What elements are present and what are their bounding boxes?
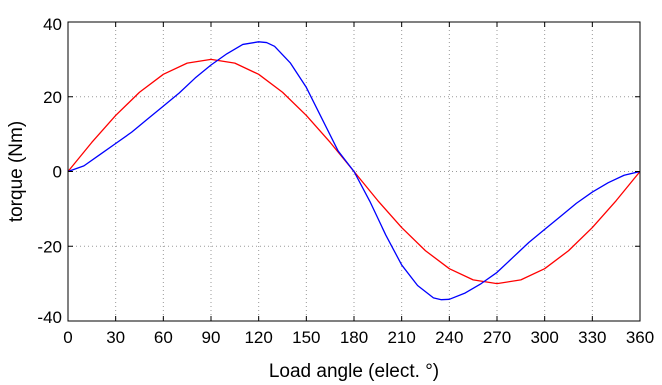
x-tick-label: 360: [626, 328, 654, 347]
series-line-2: [67, 41, 641, 301]
y-axis-label: torque (Nm): [6, 121, 27, 222]
y-tick-label: -20: [37, 237, 62, 256]
x-axis-ticks: 0 30 60 90 120 150 180 210 240 270 300 330 360: [63, 22, 654, 347]
y-tick-label: 40: [43, 15, 62, 34]
x-tick-label: 30: [106, 328, 125, 347]
x-tick-label: 60: [154, 328, 173, 347]
x-tick-label: 210: [387, 328, 415, 347]
x-tick-label: 270: [483, 328, 511, 347]
x-tick-label: 300: [530, 328, 558, 347]
y-tick-label: -40: [37, 308, 62, 327]
x-tick-label: 0: [63, 328, 72, 347]
x-tick-label: 330: [578, 328, 606, 347]
x-axis-label: Load angle (elect. °): [269, 361, 439, 382]
y-axis-ticks: -40 -20 0 20 40: [37, 15, 640, 327]
x-tick-label: 240: [435, 328, 463, 347]
series-group: [67, 41, 641, 301]
y-tick-label: 0: [53, 163, 62, 182]
y-tick-label: 20: [43, 88, 62, 107]
x-tick-label: 150: [292, 328, 320, 347]
x-tick-label: 90: [202, 328, 221, 347]
grid: [68, 22, 640, 321]
x-tick-label: 180: [340, 328, 368, 347]
x-tick-label: 120: [244, 328, 272, 347]
